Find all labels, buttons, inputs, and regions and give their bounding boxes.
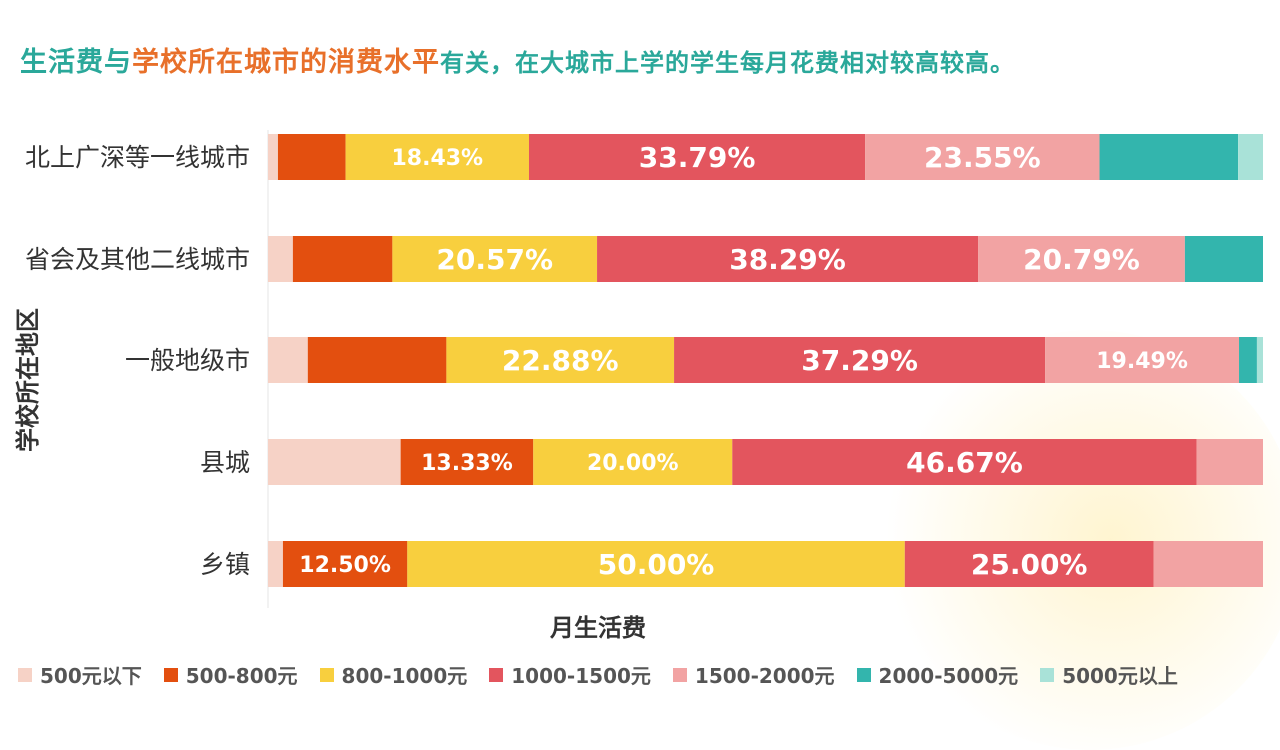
bar-segment	[268, 134, 278, 180]
bar-segment	[268, 541, 283, 587]
legend-item: 500-800元	[163, 660, 298, 689]
bar-segment	[1256, 337, 1263, 383]
legend-item: 1500-2000元	[672, 660, 835, 689]
bar-segment	[1153, 541, 1263, 587]
bar-segment	[446, 337, 675, 383]
category-label: 乡镇	[200, 550, 250, 579]
data-label: 33.79%	[639, 141, 756, 174]
category-label: 北上广深等一线城市	[25, 143, 250, 172]
bar-segment	[268, 337, 308, 383]
title-part-1: 生活费与	[20, 47, 132, 78]
chart-legend: 500元以下 500-800元 800-1000元 1000-1500元 1500-20…	[18, 660, 1268, 689]
data-label: 25.00%	[971, 548, 1088, 581]
data-label: 22.88%	[502, 344, 619, 377]
category-label: 一般地级市	[125, 346, 250, 375]
legend-label: 500-800元	[185, 664, 298, 688]
bar-segment	[392, 236, 598, 282]
legend-item: 1000-1500元	[489, 660, 651, 689]
bar-segment	[865, 134, 1100, 180]
bar-segment	[268, 236, 293, 282]
data-label: 23.55%	[924, 141, 1041, 174]
legend-swatch	[18, 667, 32, 682]
data-label: 37.29%	[801, 344, 918, 377]
bar-segment	[400, 439, 534, 485]
bar-segment	[528, 134, 866, 180]
bar-segment	[674, 337, 1046, 383]
data-label: 38.29%	[729, 243, 846, 276]
bar-segment	[277, 134, 346, 180]
bar-segment	[597, 236, 979, 282]
x-axis-label: 月生活费	[549, 614, 646, 642]
bar-segment	[978, 236, 1185, 282]
bar-segment	[904, 541, 1154, 587]
title-part-2: 学校所在城市的消费水平	[132, 47, 440, 78]
legend-swatch	[856, 667, 871, 682]
bar-segment	[533, 439, 733, 485]
legend-item: 2000-5000元	[856, 660, 1019, 689]
legend-label: 800-1000元	[341, 664, 468, 688]
bar-segment	[1184, 236, 1263, 282]
bar-segment	[282, 541, 408, 587]
data-label: 46.67%	[906, 446, 1023, 479]
bar-segment	[345, 134, 529, 180]
data-label: 50.00%	[598, 548, 715, 581]
bar-segment	[732, 439, 1197, 485]
legend-item: 800-1000元	[319, 660, 468, 689]
bar-segment	[1099, 134, 1239, 180]
bar-segment	[1239, 337, 1257, 383]
category-label: 县城	[200, 448, 250, 477]
legend-label: 2000-5000元	[878, 664, 1019, 688]
bar-segment	[307, 337, 447, 383]
data-label: 20.57%	[436, 243, 553, 276]
legend-label: 1000-1500元	[511, 664, 651, 688]
data-label: 18.43%	[391, 146, 483, 171]
data-label: 19.49%	[1096, 349, 1188, 374]
bar-segment	[1196, 439, 1263, 485]
legend-swatch	[489, 667, 504, 682]
title-part-3: 有关，在大城市上学的学生每月花费相对较高较高。	[440, 49, 1015, 77]
data-label: 12.50%	[299, 553, 391, 578]
legend-swatch	[163, 667, 178, 682]
bar-segment	[1238, 134, 1264, 180]
legend-swatch	[672, 667, 687, 682]
data-label: 20.79%	[1023, 243, 1140, 276]
y-axis-label: 学校所在地区	[14, 308, 42, 452]
bar-segment	[292, 236, 393, 282]
legend-item: 5000元以上	[1040, 660, 1178, 689]
legend-swatch	[319, 667, 334, 682]
legend-item: 500元以下	[18, 660, 142, 689]
legend-swatch	[1040, 667, 1055, 682]
bar-segment	[268, 439, 401, 485]
legend-label: 500元以下	[40, 664, 142, 688]
data-label: 20.00%	[587, 451, 679, 476]
legend-label: 1500-2000元	[694, 664, 835, 688]
legend-label: 5000元以上	[1062, 664, 1178, 688]
category-label: 省会及其他二线城市	[25, 245, 250, 274]
bar-segment	[1045, 337, 1240, 383]
bar-segment	[407, 541, 905, 587]
chart-title: 生活费与学校所在城市的消费水平有关，在大城市上学的学生每月花费相对较高较高。	[20, 40, 1270, 79]
data-label: 13.33%	[421, 451, 513, 476]
